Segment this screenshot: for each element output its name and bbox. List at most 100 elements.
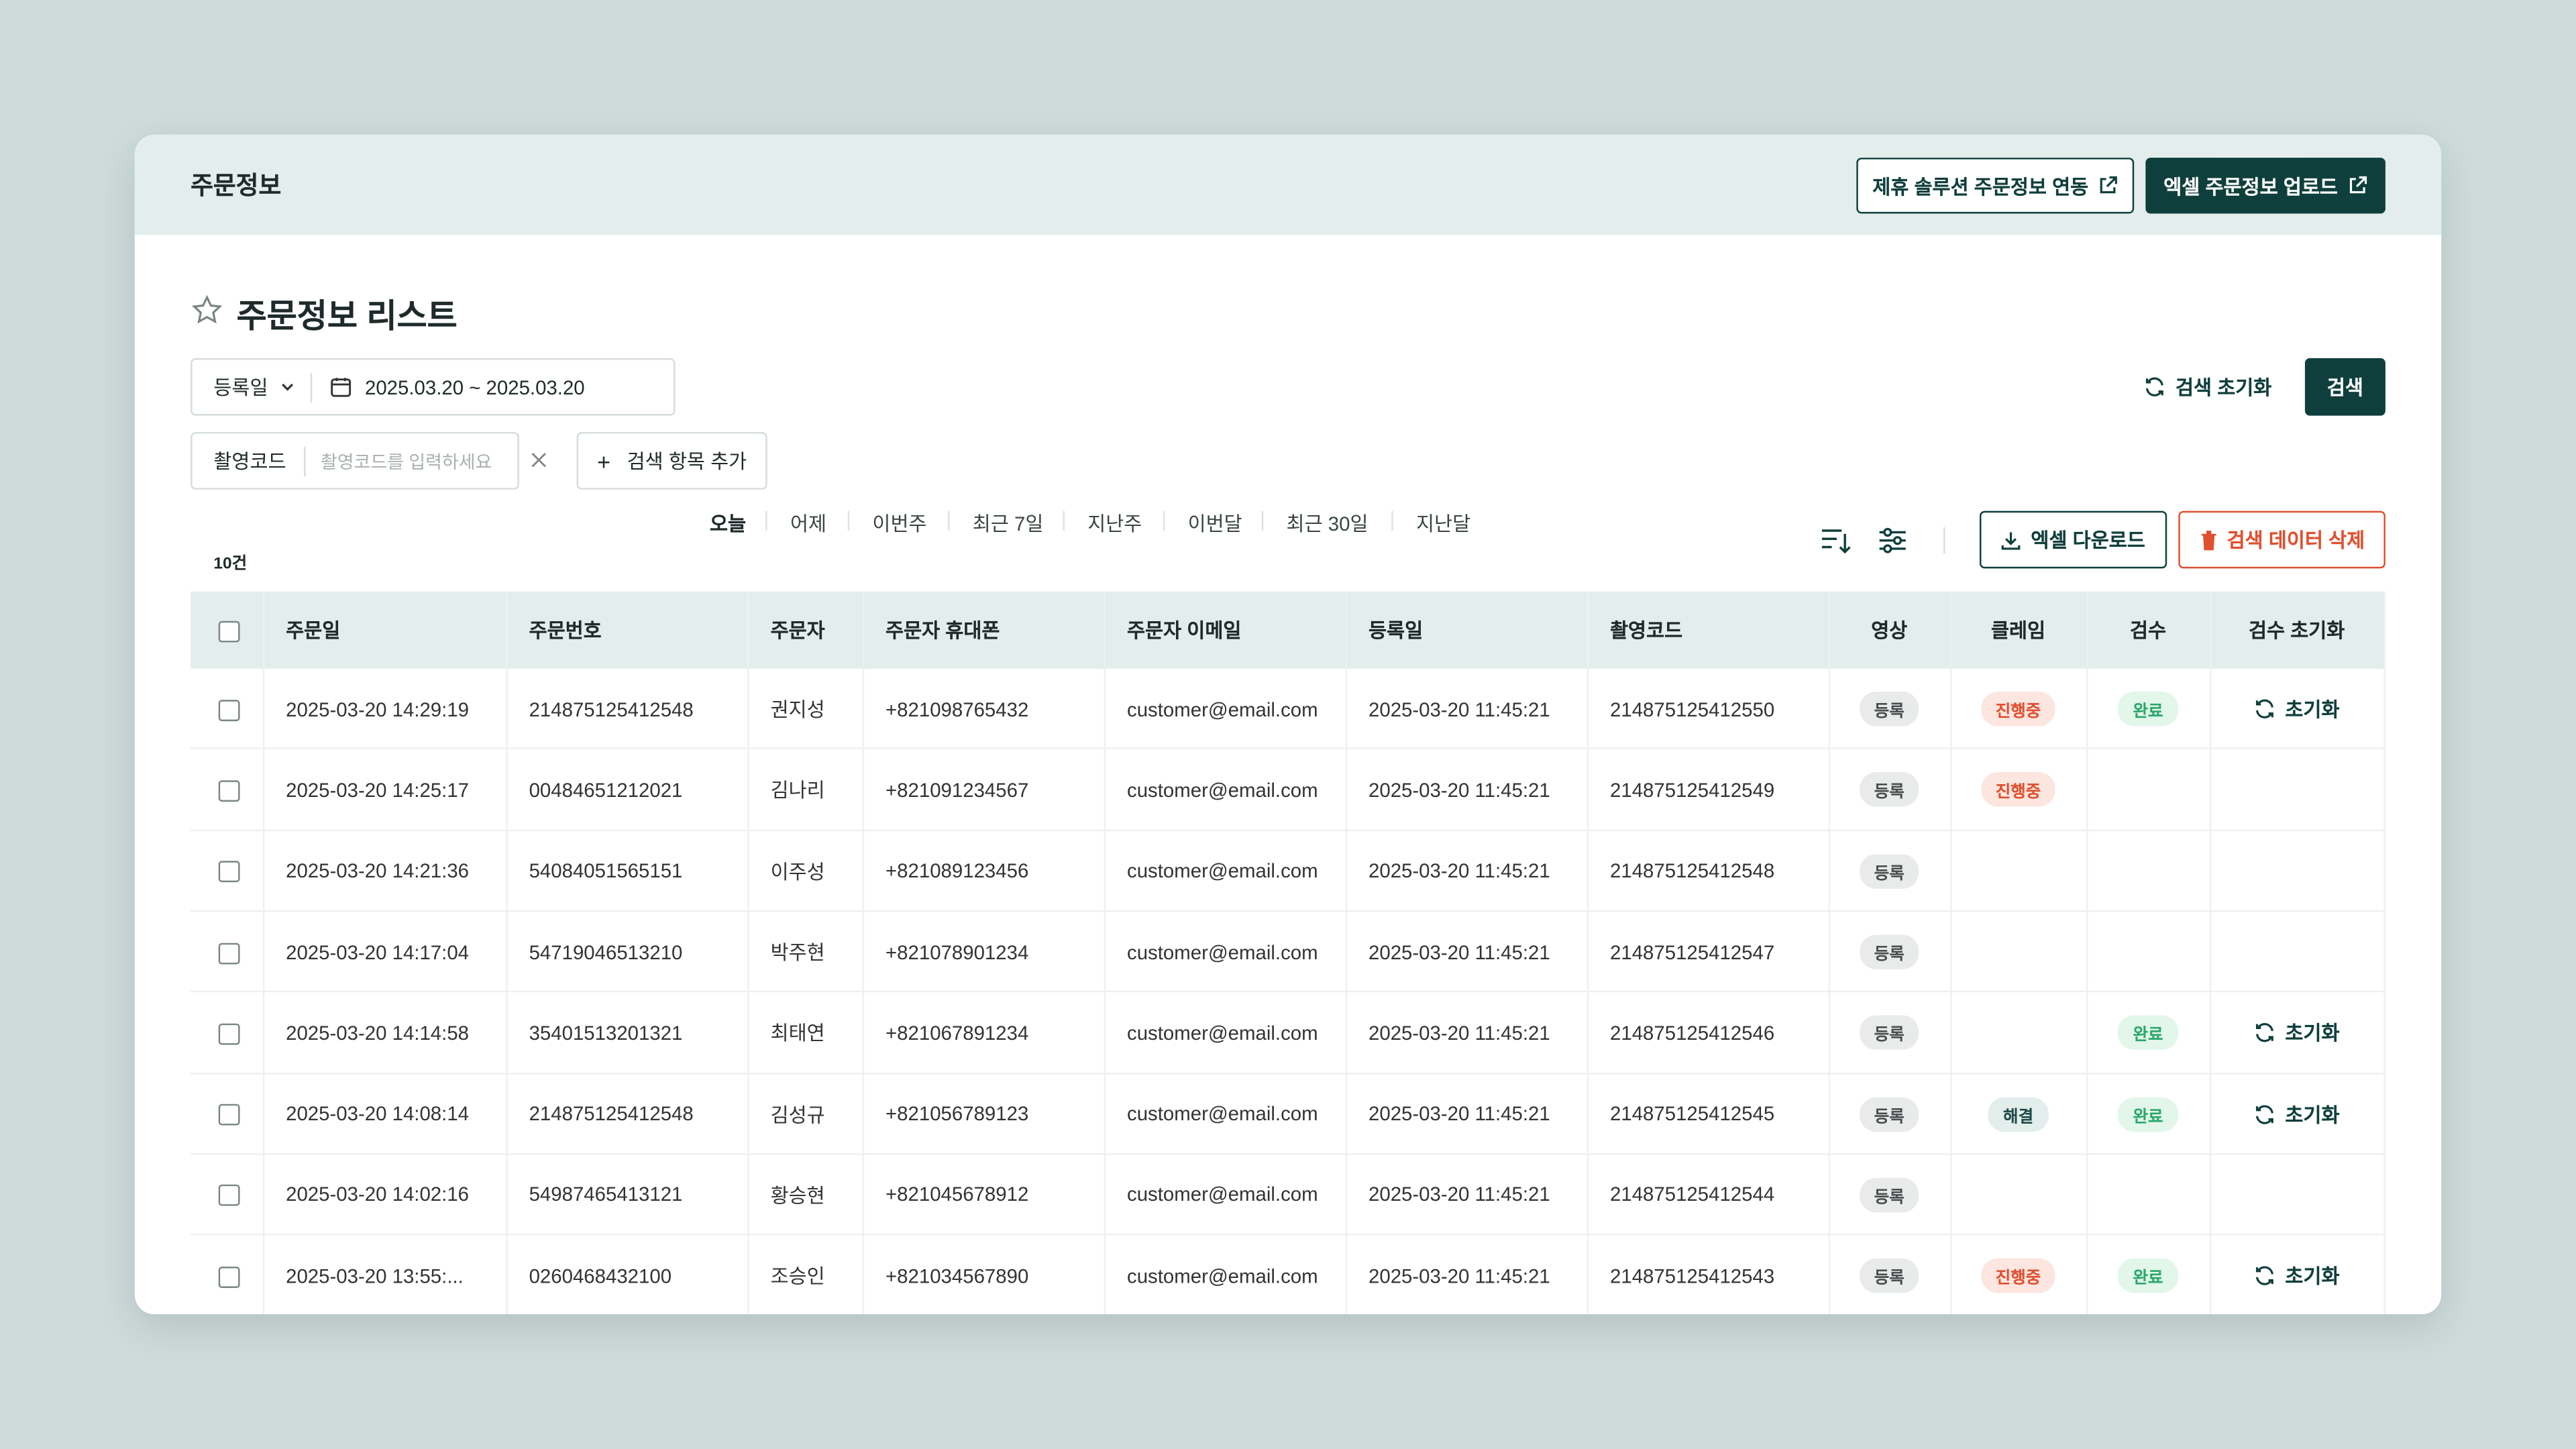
settings-icon[interactable] [1878,526,1907,555]
status-badge: 진행중 [1980,1258,2056,1293]
table-cell: customer@email.com [1127,1021,1318,1045]
status-badge: 등록 [1859,1097,1919,1132]
date-preset[interactable]: 어제 [790,513,827,536]
status-cell: 등록 [1829,1236,1950,1314]
code-label: 촬영코드 [213,450,286,474]
reset-search-button[interactable]: 검색 초기화 [2142,358,2273,416]
row-checkbox[interactable] [218,699,240,721]
date-filter[interactable]: 등록일 2025.03.20 ~ 2025.03.20 [191,358,676,416]
table-cell: 2025-03-20 14:14:58 [286,1021,470,1045]
column-header: 영상 [1871,619,1908,643]
search-button[interactable]: 검색 [2304,358,2385,416]
table-cell: 권지성 [770,698,825,722]
table-cell: 2025-03-20 11:45:21 [1368,1021,1550,1045]
code-placeholder: 촬영코드를 입력하세요 [320,452,492,473]
date-preset[interactable]: 지난주 [1087,513,1142,536]
favorite-star[interactable] [191,294,223,327]
column-header: 검수 초기화 [2248,619,2345,643]
row-checkbox[interactable] [218,1104,240,1126]
row-checkbox[interactable] [218,942,240,964]
column-divider [1828,591,1831,1315]
status-cell: 등록 [1829,1073,1950,1155]
status-badge: 등록 [1859,1177,1919,1213]
table-cell: 이주성 [770,860,825,883]
reset-button[interactable]: 초기화 [2210,1236,2384,1314]
date-preset[interactable]: 이번주 [872,513,927,536]
table-cell: 2025-03-20 13:55:... [286,1265,464,1288]
table-cell: 조승인 [770,1265,825,1289]
code-filter[interactable]: 촬영코드 촬영코드를 입력하세요 [191,432,519,490]
status-badge: 완료 [2118,1097,2178,1132]
column-header: 주문자 이메일 [1127,619,1242,643]
column-divider [1104,591,1106,1315]
delete-data-button[interactable]: 검색 데이터 삭제 [2178,511,2385,569]
preset-separator [1391,511,1393,531]
table-cell: 2025-03-20 11:45:21 [1368,1102,1550,1126]
column-header: 주문일 [286,619,341,643]
table-cell: 54719046513210 [529,941,683,964]
table-cell: +821098765432 [885,697,1029,721]
row-checkbox[interactable] [218,620,240,642]
button-label: 초기화 [2285,698,2340,722]
table-cell: customer@email.com [1127,1102,1318,1126]
table-cell: customer@email.com [1127,778,1318,802]
table-cell: +821091234567 [885,778,1029,802]
date-preset[interactable]: 최근 7일 [972,513,1044,536]
row-checkbox[interactable] [218,780,240,802]
table-cell: 2025-03-20 14:25:17 [286,778,470,802]
status-cell: 완료 [2086,669,2210,750]
table-cell: 214875125412546 [1610,1021,1775,1045]
table-cell: 00484651212021 [529,778,683,802]
table-cell: 214875125412543 [1610,1265,1775,1288]
sort-icon[interactable] [1820,526,1851,555]
partner-sync-button[interactable]: 제휴 솔루션 주문정보 연동 [1856,158,2135,214]
add-field-button[interactable]: + 검색 항목 추가 [576,432,767,490]
column-divider [262,591,265,1315]
status-badge: 등록 [1859,692,1919,727]
date-preset[interactable]: 이번달 [1187,513,1242,536]
table-cell: customer@email.com [1127,941,1318,964]
result-count: 10건 [213,555,248,574]
refresh-icon [2255,1104,2273,1124]
table-cell: 214875125412544 [1610,1183,1775,1207]
table-cell: 54084051565151 [529,859,683,883]
column-header: 주문번호 [529,619,602,643]
table-cell: 최태연 [770,1022,825,1046]
preset-separator [847,511,850,531]
button-label: 초기화 [2285,1022,2340,1046]
column-header: 주문자 [770,619,825,643]
status-cell: 진행중 [1950,1236,2086,1314]
row-checkbox[interactable] [218,1266,240,1288]
status-cell: 등록 [1829,1155,1950,1236]
card: 주문정보 제휴 솔루션 주문정보 연동 엑셀 주문정보 업로드 주문정보 리스트… [134,134,2442,1315]
table-cell: +821078901234 [885,941,1029,964]
clear-button[interactable] [531,451,547,468]
table-cell: 2025-03-20 14:21:36 [286,859,470,883]
status-badge: 진행중 [1980,692,2056,727]
table-cell: 214875125412550 [1610,697,1775,721]
row-checkbox[interactable] [218,1185,240,1207]
column-divider [1345,591,1348,1315]
row-checkbox[interactable] [218,1023,240,1045]
reset-button[interactable]: 초기화 [2210,993,2384,1074]
column-header: 클레임 [1991,619,2046,643]
refresh-icon [2255,1023,2273,1043]
reset-button[interactable]: 초기화 [2210,669,2384,750]
row-checkbox[interactable] [218,861,240,883]
date-preset[interactable]: 지난달 [1416,513,1471,536]
column-header: 주문자 휴대폰 [885,619,1000,643]
date-preset[interactable]: 오늘 [709,513,747,536]
status-cell: 등록 [1829,669,1950,750]
status-cell: 진행중 [1950,749,2086,830]
date-preset[interactable]: 최근 30일 [1286,513,1368,536]
table-cell: customer@email.com [1127,859,1318,883]
excel-upload-button[interactable]: 엑셀 주문정보 업로드 [2145,158,2385,214]
row-divider [191,1234,2384,1236]
reset-button[interactable]: 초기화 [2210,1073,2384,1155]
column-divider [747,591,749,1315]
table-cell: 김성규 [770,1103,825,1127]
excel-download-button[interactable]: 엑셀 다운로드 [1980,511,2167,569]
table-header [191,591,2384,669]
button-label: 초기화 [2285,1103,2340,1127]
